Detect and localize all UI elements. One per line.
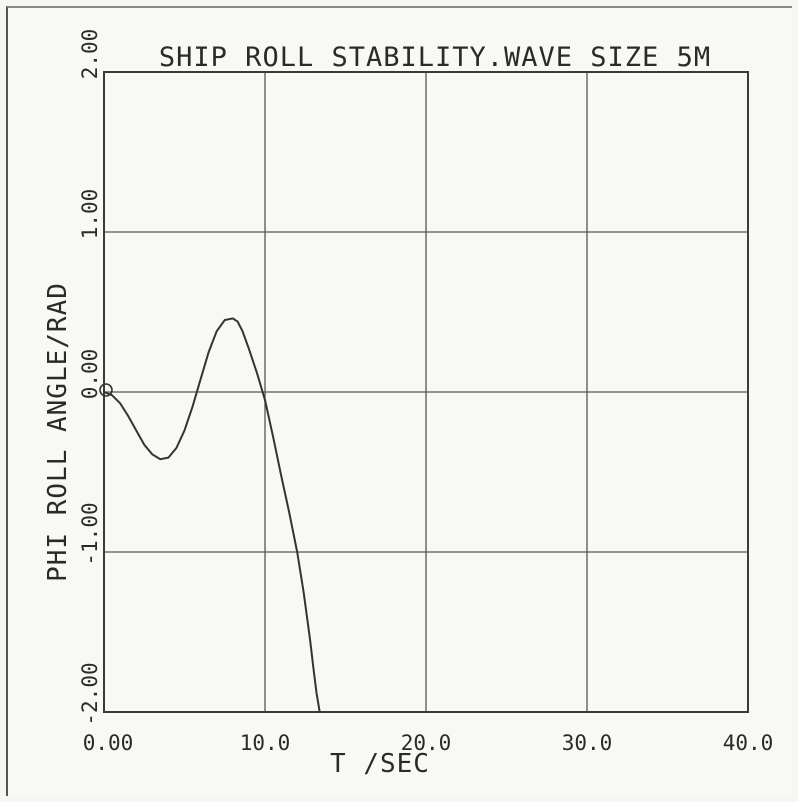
x-tick-label: 40.0 bbox=[723, 731, 774, 755]
chart-title: SHIP ROLL STABILITY.WAVE SIZE 5M bbox=[159, 42, 711, 73]
y-tick-label: -1.00 bbox=[78, 502, 102, 565]
x-tick-labels: 0.00 10.0 20.0 30.0 40.0 bbox=[83, 731, 774, 755]
x-axis-label: T /SEC bbox=[330, 749, 430, 779]
x-tick-label: 20.0 bbox=[401, 731, 452, 755]
y-tick-label: 0.00 bbox=[78, 349, 102, 400]
x-tick-label: 30.0 bbox=[562, 731, 613, 755]
y-tick-label: 2.00 bbox=[78, 29, 102, 80]
grid bbox=[104, 72, 748, 712]
series-line bbox=[103, 317, 321, 713]
start-marker bbox=[99, 383, 113, 397]
y-tick-labels: -2.00 -1.00 0.00 1.00 2.00 bbox=[78, 29, 102, 726]
x-tick-label: 10.0 bbox=[240, 731, 291, 755]
y-tick-label: -2.00 bbox=[78, 662, 102, 725]
chart-frame bbox=[6, 6, 792, 796]
y-axis-label: PHI ROLL ANGLE/RAD bbox=[43, 282, 73, 582]
y-tick-label: 1.00 bbox=[78, 189, 102, 240]
x-tick-label: 0.00 bbox=[83, 731, 134, 755]
